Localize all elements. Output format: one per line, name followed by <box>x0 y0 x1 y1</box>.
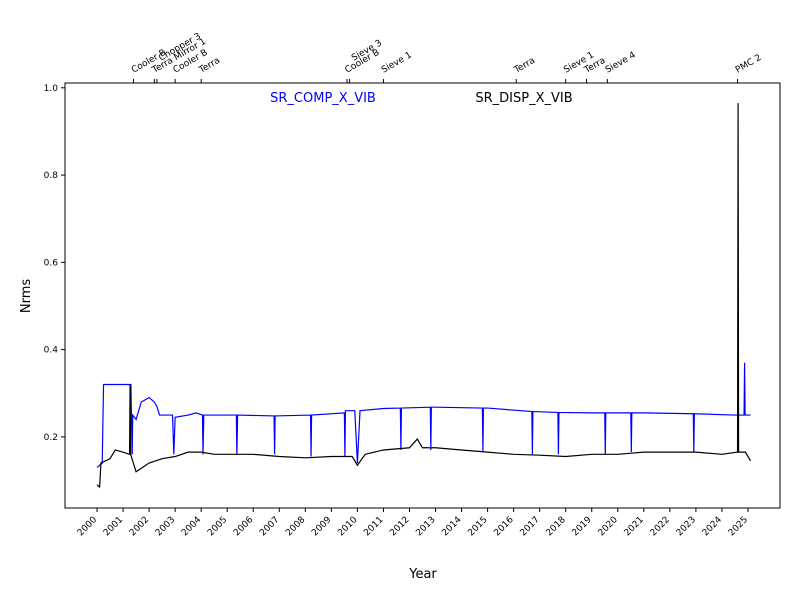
x-tick-label: 2008 <box>284 515 307 538</box>
x-tick-label: 2019 <box>571 515 594 538</box>
x-tick-label: 2013 <box>414 515 437 538</box>
x-tick-label: 2016 <box>492 515 515 538</box>
series-line <box>96 103 752 489</box>
x-tick-label: 2024 <box>701 515 724 538</box>
x-tick-label: 2021 <box>623 515 646 538</box>
event-label: Sieve 4 <box>604 50 638 75</box>
x-tick-label: 2005 <box>206 515 229 538</box>
x-tick-label: 2007 <box>258 515 281 538</box>
legend-label: SR_COMP_X_VIB <box>270 91 376 106</box>
legend-label: SR_DISP_X_VIB <box>475 91 572 106</box>
x-tick-label: 2025 <box>727 515 750 538</box>
y-tick-label: 0.4 <box>44 346 59 356</box>
event-label: Sieve 1 <box>380 50 414 75</box>
x-tick-label: 2003 <box>154 515 177 538</box>
x-tick-label: 2020 <box>597 515 620 538</box>
x-axis-title: Year <box>408 567 437 582</box>
y-tick-label: 0.8 <box>44 171 59 181</box>
x-tick-label: 2022 <box>649 515 672 538</box>
event-label: PMC 2 <box>734 53 763 76</box>
x-tick-label: 2012 <box>388 515 411 538</box>
x-tick-label: 2011 <box>362 515 385 538</box>
x-tick-label: 2009 <box>310 515 333 538</box>
x-tick-label: 2002 <box>128 515 151 538</box>
y-tick-label: 0.6 <box>44 258 59 268</box>
x-tick-label: 2014 <box>440 515 463 538</box>
x-tick-label: 2004 <box>180 515 203 538</box>
x-tick-label: 2001 <box>102 515 125 538</box>
plot-frame <box>64 82 781 509</box>
x-tick-label: 2010 <box>336 515 359 538</box>
event-label: Terra <box>512 56 537 76</box>
x-tick-label: 2023 <box>675 515 698 538</box>
series-line <box>96 362 751 468</box>
y-tick-label: 1.0 <box>44 84 59 94</box>
y-axis-title: Nrms <box>19 279 34 314</box>
x-tick-label: 2017 <box>519 515 542 538</box>
x-tick-label: 2015 <box>466 515 489 538</box>
y-tick-label: 0.2 <box>44 433 58 443</box>
x-tick-label: 2006 <box>232 515 255 538</box>
x-tick-label: 2018 <box>545 515 568 538</box>
x-tick-label: 2000 <box>76 515 99 538</box>
